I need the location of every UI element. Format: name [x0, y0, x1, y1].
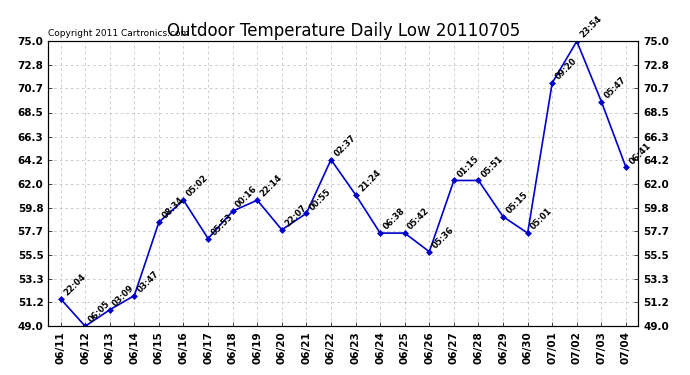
Text: 01:15: 01:15 — [455, 154, 480, 179]
Text: 02:37: 02:37 — [333, 133, 357, 158]
Text: 23:54: 23:54 — [578, 15, 604, 40]
Text: 05:42: 05:42 — [406, 206, 431, 232]
Text: 05:15: 05:15 — [504, 190, 530, 215]
Text: 00:16: 00:16 — [234, 184, 259, 210]
Text: 03:47: 03:47 — [136, 269, 161, 294]
Text: 06:38: 06:38 — [382, 207, 406, 232]
Text: 22:04: 22:04 — [62, 272, 87, 297]
Text: 05:53: 05:53 — [210, 212, 235, 237]
Text: 05:47: 05:47 — [603, 75, 628, 100]
Text: Copyright 2011 Cartronics.com: Copyright 2011 Cartronics.com — [48, 29, 190, 38]
Text: 22:14: 22:14 — [259, 173, 284, 199]
Text: 03:09: 03:09 — [111, 284, 136, 308]
Text: 09:20: 09:20 — [553, 56, 579, 81]
Text: 22:07: 22:07 — [283, 203, 308, 228]
Text: 08:34: 08:34 — [160, 196, 186, 221]
Text: 05:01: 05:01 — [529, 207, 554, 232]
Text: 05:36: 05:36 — [431, 225, 456, 251]
Text: 00:55: 00:55 — [308, 187, 333, 212]
Text: 06:05: 06:05 — [86, 300, 112, 325]
Title: Outdoor Temperature Daily Low 20110705: Outdoor Temperature Daily Low 20110705 — [167, 22, 520, 40]
Text: 05:51: 05:51 — [480, 154, 505, 179]
Text: 06:41: 06:41 — [627, 141, 653, 166]
Text: 21:24: 21:24 — [357, 168, 382, 194]
Text: 05:02: 05:02 — [185, 174, 210, 199]
